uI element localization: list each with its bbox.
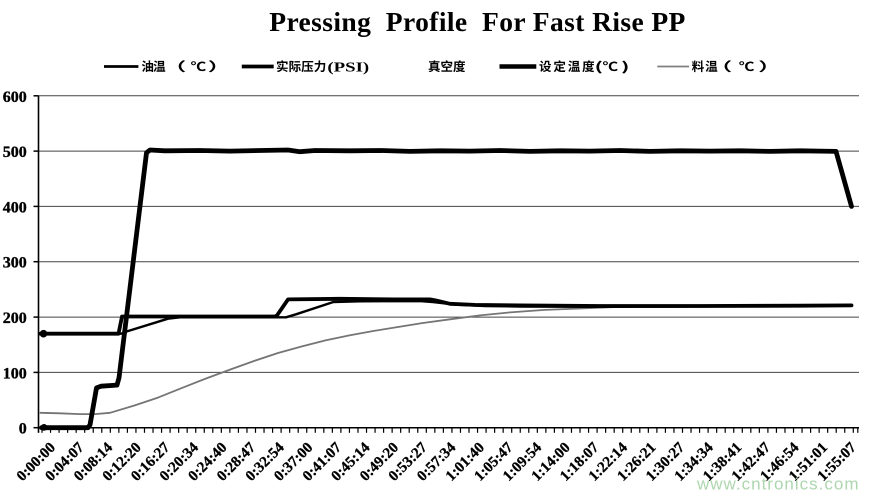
svg-text:100: 100 [3, 365, 27, 382]
svg-text:www.cntronics.com: www.cntronics.com [696, 475, 859, 494]
svg-text:600: 600 [3, 89, 27, 106]
svg-text:Pressing Profile For Fast Ri: Pressing Profile For Fast Rise PP [269, 6, 686, 37]
svg-text:0: 0 [19, 421, 27, 438]
svg-text:(PSI): (PSI) [327, 60, 369, 75]
svg-text:200: 200 [3, 310, 27, 327]
svg-text:400: 400 [3, 199, 27, 216]
svg-text:300: 300 [3, 255, 27, 272]
svg-text:500: 500 [3, 144, 27, 161]
